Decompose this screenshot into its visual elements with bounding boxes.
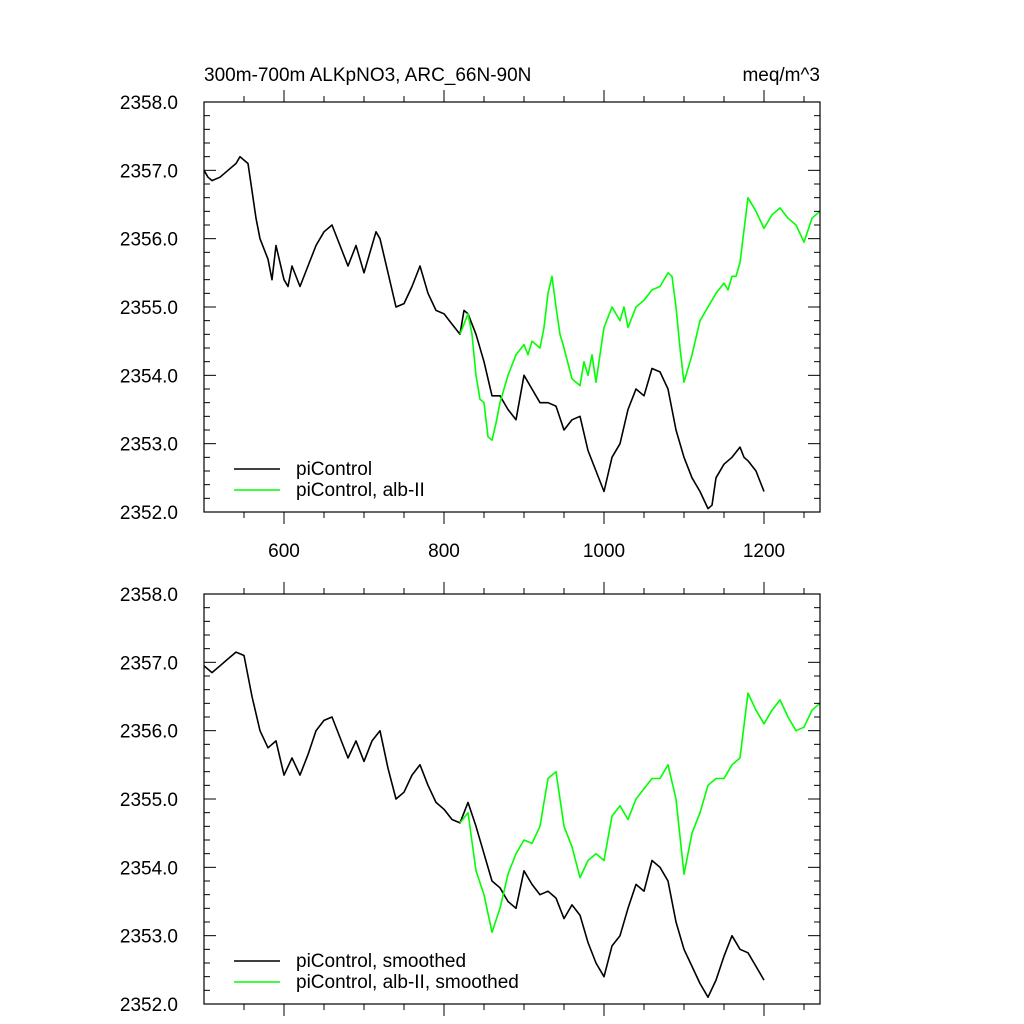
series-line-picontrol [203,155,765,510]
y-tick-label: 2358.0 [120,93,178,114]
y-tick-label: 2357.0 [120,653,178,674]
x-tick-label: 800 [428,541,460,562]
y-tick-label: 2355.0 [120,298,178,319]
bottom-panel: 2352.0 2353.0 2354.0 2355.0 2356.0 2357.0 2358… [120,582,821,1016]
x-tick-label: 1000 [583,541,625,562]
y-tick-label: 2355.0 [120,790,178,811]
series-line-picontrol-alb-ii [459,196,821,442]
y-tick-label: 2352.0 [120,503,178,524]
legend-bottom: piControl, smoothed piControl, alb-II, s… [234,951,519,993]
plot-frame-bottom [203,593,821,1005]
y-tick-label: 2352.0 [120,995,178,1016]
x-tick-label: 1200 [743,541,785,562]
legend-label-picontrol: piControl [296,459,372,480]
legend-label-picontrol-smoothed: piControl, smoothed [296,951,466,972]
legend-top: piControl piControl, alb-II [234,459,425,501]
chart-title: 300m-700m ALKpNO3, ARC_66N-90N [204,65,531,86]
series-line-picontrol-smoothed [203,651,765,999]
x-tick-label: 600 [268,541,300,562]
y-tick-label: 2358.0 [120,585,178,606]
y-tick-label: 2353.0 [120,927,178,948]
y-tick-label: 2354.0 [120,858,178,879]
legend-label-picontrol-alb-ii-smoothed: piControl, alb-II, smoothed [296,972,519,993]
y-tick-label: 2353.0 [120,435,178,456]
units-label: meq/m^3 [742,65,820,86]
y-tick-label: 2357.0 [120,161,178,182]
top-panel: 300m-700m ALKpNO3, ARC_66N-90N meq/m^3 2… [120,65,821,562]
series-line-picontrol-alb-ii-smoothed [459,692,821,934]
plot-frame-top [203,101,821,513]
y-tick-label: 2356.0 [120,230,178,251]
y-tick-label: 2354.0 [120,366,178,387]
legend-label-picontrol-alb-ii: piControl, alb-II [296,480,425,501]
y-tick-label: 2356.0 [120,722,178,743]
